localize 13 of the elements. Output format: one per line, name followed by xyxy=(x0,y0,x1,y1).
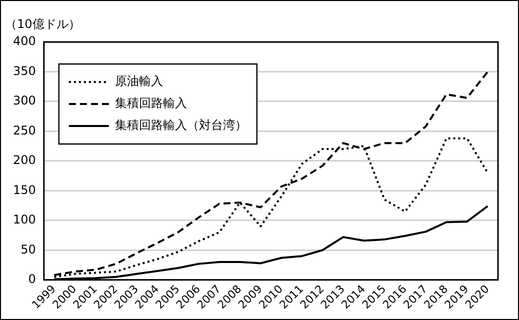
y-tick-label: 350 xyxy=(13,64,36,78)
y-tick-label: 250 xyxy=(13,123,36,138)
legend-label: 集積回路輸入（対台湾） xyxy=(114,118,247,132)
legend-label: 原油輸入 xyxy=(114,74,163,88)
y-tick-label: 50 xyxy=(20,242,36,256)
y-tick-label: 400 xyxy=(13,34,36,48)
y-tick-label: 150 xyxy=(13,182,36,197)
y-tick-label: 300 xyxy=(13,94,36,108)
y-tick-label: 100 xyxy=(13,212,36,227)
y-axis-title: （10億ドル） xyxy=(5,17,80,32)
y-tick-label: 200 xyxy=(13,153,36,168)
legend-label: 集積回路輸入 xyxy=(114,96,187,110)
y-tick-label: 0 xyxy=(28,272,36,286)
